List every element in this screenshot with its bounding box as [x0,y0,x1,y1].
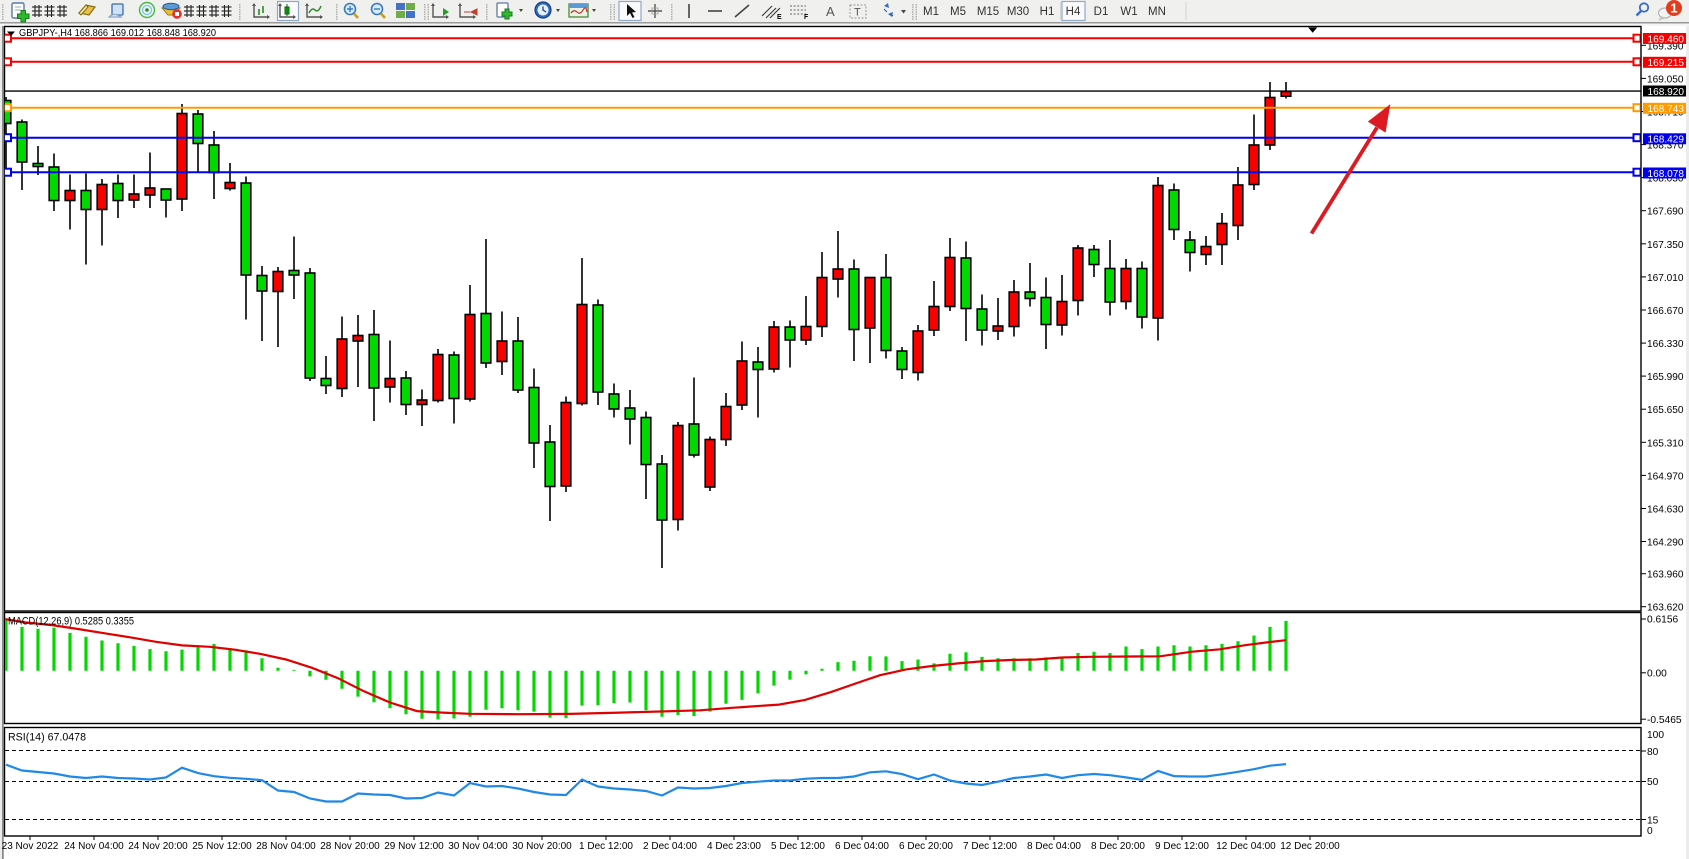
svg-text:168.743: 168.743 [1648,104,1685,115]
svg-text:25 Nov 12:00: 25 Nov 12:00 [192,841,252,852]
svg-text:6 Dec 20:00: 6 Dec 20:00 [899,841,953,852]
svg-text:168.370: 168.370 [1647,141,1684,152]
svg-text:23 Nov 2022: 23 Nov 2022 [2,841,59,852]
svg-text:0: 0 [1647,826,1653,837]
svg-text:15: 15 [1647,816,1659,827]
svg-text:169.215: 169.215 [1648,58,1685,69]
svg-text:24 Nov 04:00: 24 Nov 04:00 [64,841,124,852]
svg-text:50: 50 [1647,777,1659,788]
svg-text:24 Nov 20:00: 24 Nov 20:00 [128,841,188,852]
svg-text:168.078: 168.078 [1648,169,1685,180]
svg-text:8 Dec 04:00: 8 Dec 04:00 [1027,841,1081,852]
svg-text:167.350: 167.350 [1647,240,1684,251]
svg-text:168.920: 168.920 [1648,87,1685,98]
svg-text:MACD(12,26,9) 0.5285 0.3355: MACD(12,26,9) 0.5285 0.3355 [8,616,134,628]
svg-text:29 Nov 12:00: 29 Nov 12:00 [384,841,444,852]
svg-text:F: F [804,14,809,21]
svg-text:30 Nov 20:00: 30 Nov 20:00 [512,841,572,852]
svg-text:0.00: 0.00 [1647,669,1667,680]
svg-text:164.630: 164.630 [1647,505,1684,516]
svg-text:1 Dec 12:00: 1 Dec 12:00 [579,841,633,852]
svg-text:163.960: 163.960 [1647,570,1684,581]
svg-text:164.290: 164.290 [1647,538,1684,549]
svg-text:164.970: 164.970 [1647,471,1684,482]
svg-text:-0.5465: -0.5465 [1647,715,1682,726]
svg-text:169.460: 169.460 [1648,34,1685,45]
svg-text:2 Dec 04:00: 2 Dec 04:00 [643,841,697,852]
svg-text:8 Dec 20:00: 8 Dec 20:00 [1091,841,1145,852]
svg-text:168.030: 168.030 [1647,174,1684,185]
svg-text:28 Nov 04:00: 28 Nov 04:00 [256,841,316,852]
svg-text:169.390: 169.390 [1647,41,1684,52]
svg-text:M30: M30 [1007,6,1029,18]
svg-text:167.010: 167.010 [1647,273,1684,284]
svg-text:H4: H4 [1066,6,1081,18]
svg-text:1: 1 [1670,1,1677,16]
svg-text:80: 80 [1647,747,1659,758]
svg-text:M15: M15 [977,6,999,18]
svg-text:165.990: 165.990 [1647,372,1684,383]
svg-text:12 Dec 04:00: 12 Dec 04:00 [1216,841,1276,852]
svg-text:167.690: 167.690 [1647,207,1684,218]
svg-text:4 Dec 23:00: 4 Dec 23:00 [707,841,761,852]
svg-text:MN: MN [1148,6,1166,18]
svg-text:GBPJPY-,H4 168.866 169.012 16: GBPJPY-,H4 168.866 169.012 168.848 168.9… [19,27,216,39]
svg-text:166.330: 166.330 [1647,339,1684,350]
svg-text:100: 100 [1647,730,1664,741]
svg-text:0.6156: 0.6156 [1647,615,1678,626]
svg-text:5 Dec 12:00: 5 Dec 12:00 [771,841,825,852]
svg-text:W1: W1 [1120,6,1137,18]
svg-text:166.670: 166.670 [1647,306,1684,317]
svg-text:RSI(14) 67.0478: RSI(14) 67.0478 [8,732,86,744]
svg-text:28 Nov 20:00: 28 Nov 20:00 [320,841,380,852]
svg-text:H1: H1 [1040,6,1055,18]
svg-text:9 Dec 12:00: 9 Dec 12:00 [1155,841,1209,852]
svg-text:12 Dec 20:00: 12 Dec 20:00 [1280,841,1340,852]
svg-text:30 Nov 04:00: 30 Nov 04:00 [448,841,508,852]
svg-text:7 Dec 12:00: 7 Dec 12:00 [963,841,1017,852]
svg-text:169.050: 169.050 [1647,74,1684,85]
svg-text:M5: M5 [950,6,966,18]
svg-text:165.650: 165.650 [1647,405,1684,416]
svg-text:D1: D1 [1094,6,1109,18]
svg-text:6 Dec 04:00: 6 Dec 04:00 [835,841,889,852]
svg-text:M1: M1 [923,6,939,18]
svg-text:T: T [854,7,861,19]
svg-text:165.310: 165.310 [1647,438,1684,449]
svg-text:A: A [826,4,835,19]
svg-text:E: E [777,14,782,21]
svg-text:163.620: 163.620 [1647,603,1684,614]
svg-text:168.429: 168.429 [1648,135,1685,146]
